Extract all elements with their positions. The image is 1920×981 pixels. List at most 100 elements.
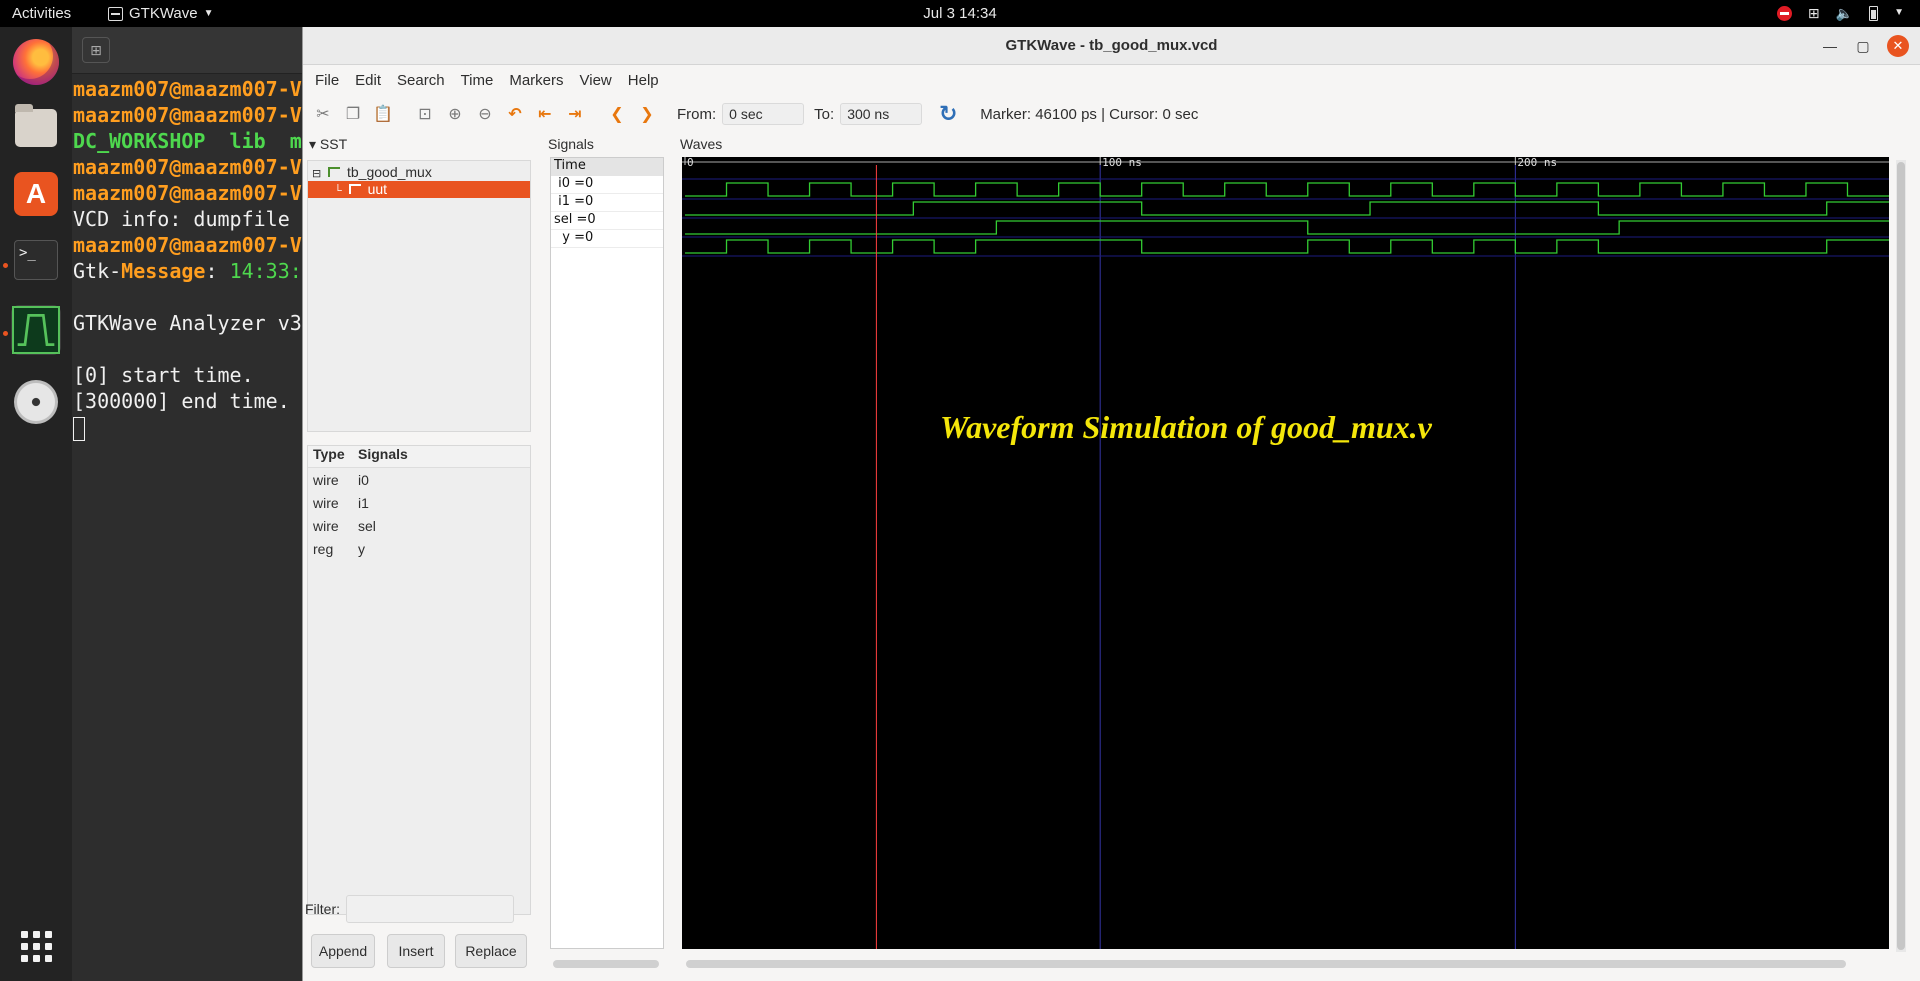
battery-icon[interactable] — [1869, 5, 1879, 21]
next-edge-icon[interactable]: ❯ — [640, 106, 654, 123]
terminal-line: maazm007@maazm007-V — [73, 102, 312, 128]
tree-node-tb-good-mux[interactable]: ⊟ tb_good_mux — [312, 164, 432, 180]
window-titlebar[interactable]: GTKWave - tb_good_mux.vcd — ▢ ✕ — [303, 27, 1920, 65]
expander-icon[interactable]: ⊟ — [312, 168, 322, 180]
filter-label: Filter: — [305, 901, 340, 917]
system-tray[interactable]: ⊞ 🔈 ▼ — [1776, 4, 1904, 22]
prev-edge-icon[interactable]: ❮ — [610, 106, 624, 123]
filter-input[interactable] — [346, 895, 514, 923]
menu-edit[interactable]: Edit — [355, 71, 382, 89]
column-signals[interactable]: Signals — [358, 446, 408, 462]
terminal-text: : — [205, 259, 230, 283]
terminal-text: Gtk- — [73, 259, 122, 283]
show-apps-button[interactable] — [11, 921, 61, 971]
waves-pane-label: Waves — [680, 136, 723, 152]
running-indicator — [3, 331, 8, 336]
menu-view[interactable]: View — [579, 71, 612, 89]
dock-terminal[interactable]: >_ — [11, 235, 61, 285]
close-icon[interactable]: ✕ — [1887, 35, 1909, 57]
signal-row-y[interactable]: y =0 — [551, 230, 663, 248]
zoom-start-icon[interactable]: ⇤ — [538, 106, 552, 123]
cut-icon[interactable]: ✂ — [316, 106, 330, 123]
sst-tree[interactable]: ⊟ tb_good_mux └ uut — [307, 160, 531, 432]
maximize-icon[interactable]: ▢ — [1856, 37, 1870, 54]
signals-type-table: Type Signals wire i0 wire i1 wire sel reg y — [307, 445, 531, 915]
terminal-text: maazm007@maazm007-V — [73, 155, 302, 179]
app-grid-icon — [20, 930, 52, 962]
append-button[interactable]: Append — [311, 934, 375, 968]
column-type[interactable]: Type — [313, 446, 345, 462]
terminal-text: 14:33: — [229, 259, 302, 283]
signal-row-sel[interactable]: sel =0 — [551, 212, 663, 230]
hierarchy-icon — [348, 184, 361, 194]
dock-gtkwave[interactable] — [11, 305, 61, 355]
do-not-disturb-icon[interactable] — [1776, 5, 1792, 21]
gtkwave-window: GTKWave - tb_good_mux.vcd — ▢ ✕ File Edi… — [302, 27, 1920, 981]
activities-button[interactable]: Activities — [12, 5, 72, 22]
signal-row-i0[interactable]: i0 =0 — [551, 176, 663, 194]
from-time-input[interactable]: 0 sec — [722, 103, 805, 125]
toolbar: ✂ ❐ 📋 ⊡ ⊕ ⊖ ↶ ⇤ ⇥ ❮ ❯ From: 0 sec To: 30… — [303, 95, 1920, 133]
waves-vscroll[interactable] — [1896, 160, 1906, 952]
chevron-down-icon: ▼ — [203, 8, 214, 19]
zoom-fit-icon[interactable]: ⊡ — [418, 106, 432, 123]
signal-row-time[interactable]: Time — [551, 158, 663, 176]
table-row[interactable]: wire i0 — [313, 471, 369, 488]
terminal-line: [300000] end time. — [73, 388, 312, 414]
zoom-in-icon[interactable]: ⊕ — [448, 106, 462, 123]
tick-label: 100 ns — [1102, 157, 1142, 169]
zoom-out-icon[interactable]: ⊖ — [478, 106, 492, 123]
hierarchy-icon — [328, 167, 341, 177]
signals-hscroll[interactable] — [553, 960, 659, 968]
dock-software[interactable]: A — [11, 169, 61, 219]
reload-icon[interactable]: ↻ — [938, 101, 958, 126]
app-menu-label: GTKWave — [129, 5, 198, 22]
copy-icon[interactable]: ❐ — [345, 106, 361, 123]
terminal-window[interactable]: ⊞ maazm007@maazm007-V maazm007@maazm007-V… — [72, 27, 312, 981]
terminal-line: maazm007@maazm007-V — [73, 232, 312, 258]
waves-pane[interactable]: 0 100 ns 200 ns Waveform Simulation of good… — [682, 156, 1889, 949]
signal-row-i1[interactable]: i1 =0 — [551, 194, 663, 212]
signals-pane-label: Signals — [548, 136, 594, 152]
minimize-icon[interactable]: — — [1823, 38, 1837, 54]
paste-icon[interactable]: 📋 — [373, 106, 393, 123]
undo-zoom-icon[interactable]: ↶ — [508, 106, 522, 123]
terminal-text: Message — [121, 259, 206, 283]
terminal-line: DC_WORKSHOP lib m — [73, 128, 312, 154]
menu-help[interactable]: Help — [627, 71, 659, 89]
power-menu-icon[interactable]: ▼ — [1894, 7, 1904, 18]
table-row[interactable]: reg y — [313, 540, 365, 557]
to-time-input[interactable]: 300 ns — [840, 103, 923, 125]
waveform-chart[interactable]: 0 100 ns 200 ns Waveform Simulation of good… — [682, 156, 1889, 949]
terminal-line: VCD info: dumpfile — [73, 206, 312, 232]
replace-button[interactable]: Replace — [455, 934, 527, 968]
dock-firefox[interactable] — [11, 37, 61, 87]
sst-label[interactable]: ▾ SST — [309, 136, 348, 152]
zoom-end-icon[interactable]: ⇥ — [568, 106, 582, 123]
new-tab-icon[interactable]: ⊞ — [82, 37, 110, 63]
terminal-text: maazm007@maazm007-V — [73, 77, 302, 101]
menu-file[interactable]: File — [315, 71, 340, 89]
dock-files[interactable] — [11, 103, 61, 153]
app-menu[interactable]: GTKWave ▼ — [108, 5, 214, 22]
terminal-line: maazm007@maazm007-V — [73, 76, 312, 102]
window-title: GTKWave - tb_good_mux.vcd — [1005, 37, 1218, 54]
table-row[interactable]: wire i1 — [313, 494, 369, 511]
clock[interactable]: Jul 3 14:34 — [923, 5, 997, 22]
table-row[interactable]: wire sel — [313, 517, 376, 534]
dock-disc[interactable] — [11, 377, 61, 427]
tick-label: 200 ns — [1517, 157, 1557, 169]
terminal-text: GTKWave Analyzer v3 — [73, 311, 302, 335]
volume-icon[interactable]: 🔈 — [1835, 5, 1854, 21]
waves-hscroll[interactable] — [686, 960, 1846, 968]
terminal-text: maazm007@maazm007-V — [73, 103, 302, 127]
menu-search[interactable]: Search — [397, 71, 445, 89]
signals-pane[interactable]: Time i0 =0 i1 =0 sel =0 y =0 — [550, 157, 664, 949]
terminal-output[interactable]: maazm007@maazm007-V maazm007@maazm007-V DC… — [72, 74, 312, 441]
tree-node-uut[interactable]: └ uut — [308, 181, 530, 198]
menu-time[interactable]: Time — [460, 71, 494, 89]
files-icon — [15, 104, 57, 147]
network-icon[interactable]: ⊞ — [1807, 5, 1820, 21]
menu-markers[interactable]: Markers — [509, 71, 564, 89]
insert-button[interactable]: Insert — [387, 934, 445, 968]
